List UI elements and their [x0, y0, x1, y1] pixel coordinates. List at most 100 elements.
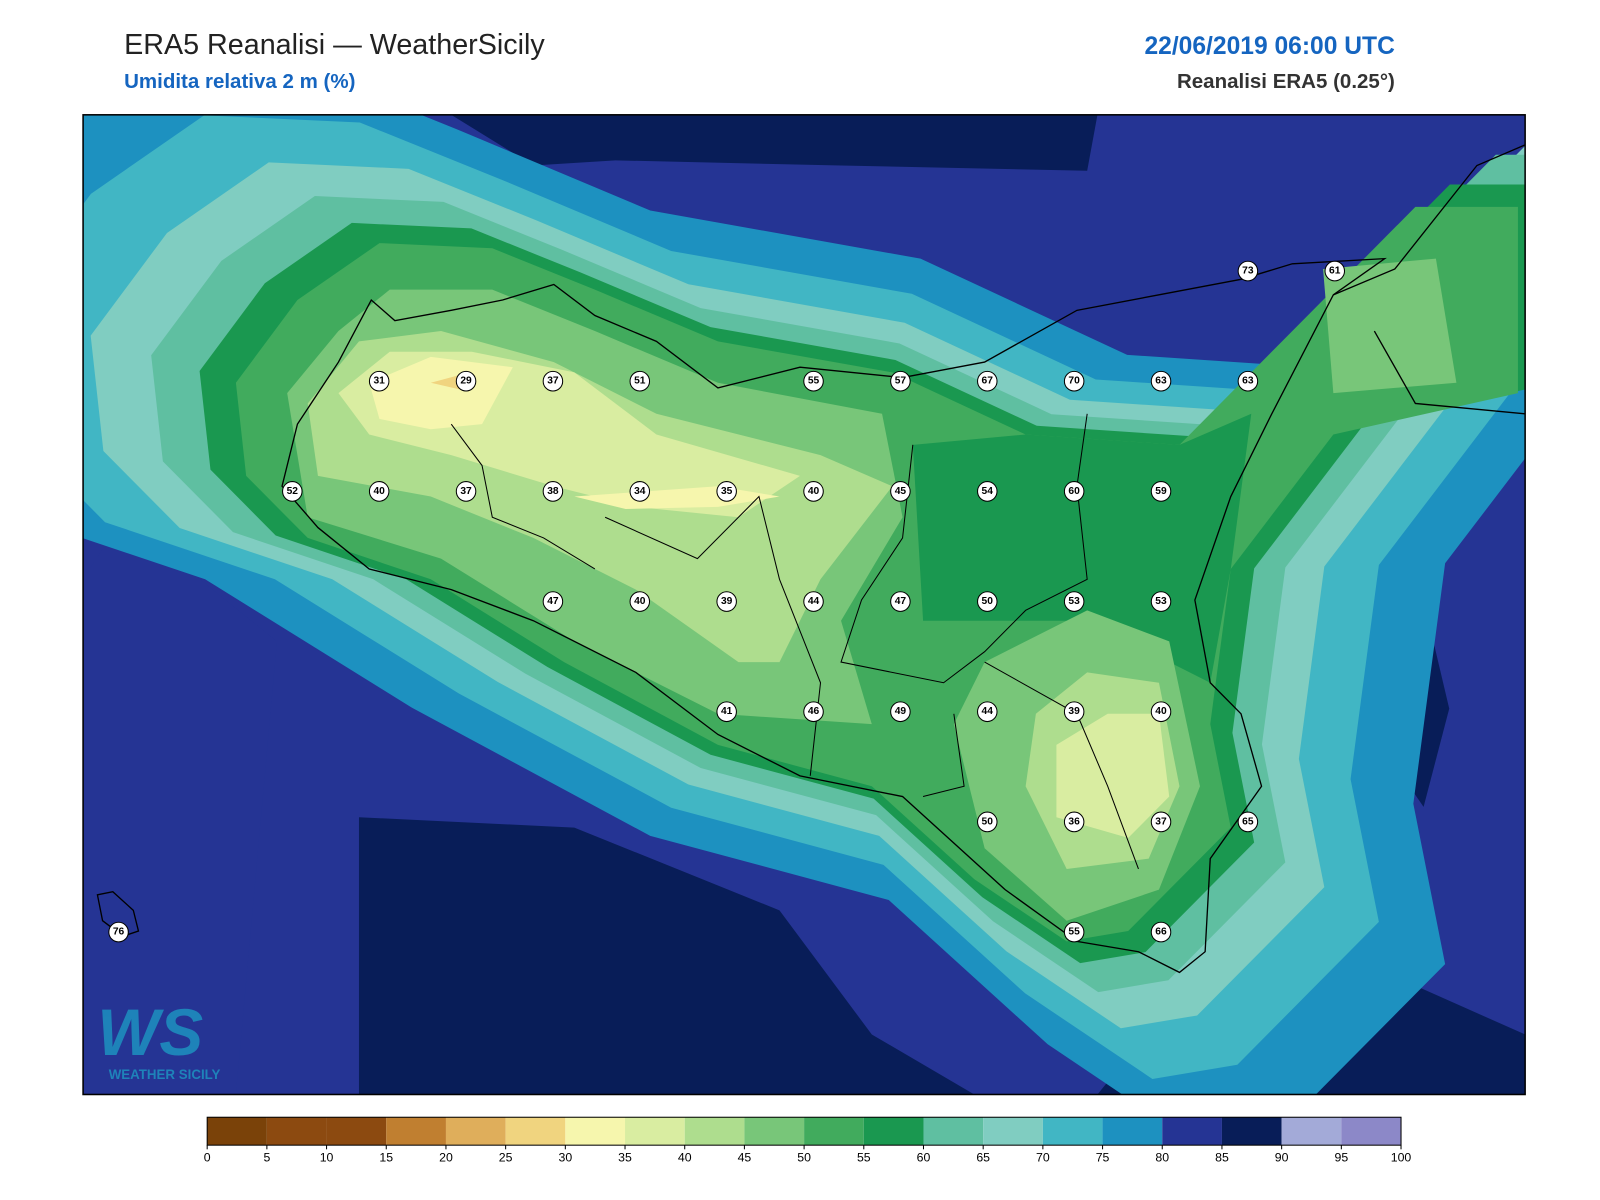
station-value: 47 — [895, 596, 907, 607]
color-bin — [1341, 1117, 1402, 1146]
station-value: 50 — [982, 816, 994, 827]
station-value: 37 — [460, 486, 472, 497]
color-bin — [804, 1117, 864, 1146]
station-value: 66 — [1155, 927, 1167, 938]
station-marker — [1063, 370, 1085, 392]
color-bin — [386, 1117, 446, 1146]
station-value: 53 — [1068, 596, 1080, 607]
station-value: 38 — [547, 486, 559, 497]
station-marker — [803, 591, 824, 612]
station-marker — [368, 370, 390, 392]
station-value: 59 — [1155, 486, 1167, 497]
contour-fill — [912, 413, 1252, 683]
station-marker — [890, 370, 911, 392]
station-value: 76 — [113, 927, 125, 938]
station-marker — [1063, 701, 1085, 723]
coastline — [281, 257, 1387, 974]
station-value: 46 — [808, 706, 820, 717]
station-marker — [977, 811, 998, 833]
station-marker — [716, 481, 737, 502]
station-marker — [1150, 811, 1172, 833]
station-marker — [1063, 811, 1085, 833]
tick-label: 40 — [678, 1151, 692, 1165]
station-marker — [1237, 260, 1259, 282]
station-value: 40 — [634, 596, 646, 607]
station-marker — [368, 481, 390, 502]
station-value: 49 — [895, 706, 907, 717]
color-bin — [1221, 1117, 1282, 1146]
contour-fill — [83, 517, 277, 1095]
station-marker — [1150, 701, 1172, 723]
color-bin — [923, 1117, 984, 1146]
station-value: 60 — [1068, 486, 1080, 497]
color-bin — [505, 1117, 566, 1146]
tick-label: 20 — [439, 1151, 453, 1165]
tick-label: 25 — [499, 1151, 513, 1165]
station-marker — [1150, 591, 1172, 612]
source: Reanalisi ERA5 (0.25°) — [1177, 70, 1395, 93]
station-value: 36 — [1068, 816, 1080, 827]
station-value: 51 — [634, 376, 646, 387]
station-marker — [977, 701, 998, 723]
color-bin — [266, 1117, 327, 1146]
station-value: 39 — [1068, 706, 1080, 717]
station-marker — [282, 481, 303, 502]
tick-label: 45 — [738, 1151, 752, 1165]
station-marker — [1237, 811, 1259, 833]
station-marker — [455, 481, 477, 502]
station-value: 31 — [373, 376, 385, 387]
station-value: 44 — [982, 706, 994, 717]
tick-label: 15 — [379, 1151, 393, 1165]
station-value: 55 — [808, 376, 820, 387]
station-value: 53 — [1155, 596, 1167, 607]
station-marker — [1150, 481, 1172, 502]
station-marker — [977, 591, 998, 612]
tick-label: 55 — [857, 1151, 871, 1165]
color-bin — [1102, 1117, 1163, 1146]
station-value: 44 — [808, 596, 820, 607]
station-value: 40 — [808, 486, 820, 497]
contour-fill — [1056, 713, 1170, 838]
station-marker — [108, 921, 129, 943]
map-frame — [82, 114, 1526, 1096]
station-marker — [977, 370, 998, 392]
subtitle: Umidita relativa 2 m (%) — [124, 70, 355, 93]
station-value: 47 — [547, 596, 559, 607]
station-marker — [542, 481, 564, 502]
station-value: 63 — [1242, 376, 1254, 387]
color-bin — [445, 1117, 506, 1146]
logo-text: WEATHER SICILY — [109, 1067, 221, 1082]
color-bin — [983, 1117, 1043, 1146]
tick-label: 65 — [976, 1151, 990, 1165]
color-bin — [1162, 1117, 1222, 1146]
station-value: 34 — [634, 486, 646, 497]
station-marker — [890, 481, 911, 502]
datetime: 22/06/2019 06:00 UTC — [1144, 33, 1395, 60]
coastline — [1333, 144, 1526, 415]
station-marker — [1063, 921, 1085, 943]
color-bin — [1042, 1117, 1103, 1146]
station-marker — [542, 370, 564, 392]
tick-label: 80 — [1155, 1151, 1169, 1165]
tick-label: 0 — [204, 1151, 211, 1165]
station-marker — [1150, 921, 1172, 943]
contour-fill — [451, 114, 1098, 171]
station-marker — [629, 591, 651, 612]
station-value: 67 — [982, 376, 994, 387]
tick-label: 100 — [1391, 1151, 1412, 1165]
tick-label: 95 — [1334, 1151, 1348, 1165]
station-marker — [1063, 591, 1085, 612]
color-bin — [684, 1117, 745, 1146]
station-value: 55 — [1068, 927, 1080, 938]
station-marker — [455, 370, 477, 392]
color-bin — [863, 1117, 924, 1146]
station-marker — [890, 701, 911, 723]
color-bin — [565, 1117, 626, 1146]
contour-fill — [1323, 258, 1457, 394]
station-marker — [716, 701, 737, 723]
logo-mark: WS — [97, 995, 203, 1069]
station-value: 54 — [982, 486, 994, 497]
tick-label: 5 — [263, 1151, 270, 1165]
